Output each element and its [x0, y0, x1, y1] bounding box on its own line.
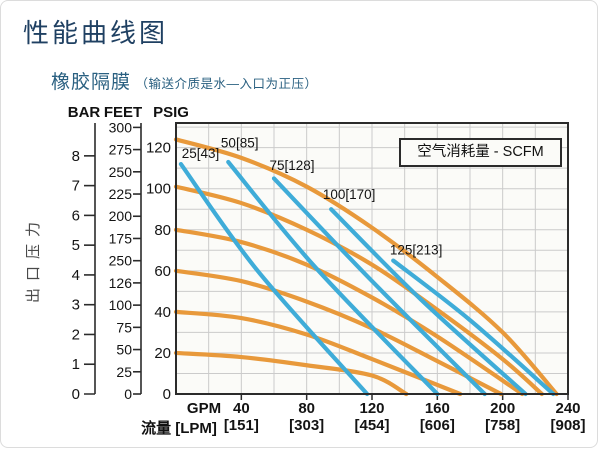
feet-tick-label: 100: [109, 297, 133, 313]
air-consumption-curves: 25[43]50[85] 75[128] 100[170] 125[213]: [178, 136, 556, 397]
x-tick-label-gpm: 240: [555, 400, 580, 417]
feet-tick-label: 250: [109, 164, 133, 180]
psig-axis: 120 100 80 60 40 20 0: [146, 140, 171, 403]
air-curve-125[213]: [391, 258, 556, 397]
x-tick-label-gpm: 80: [298, 400, 315, 417]
legend-air-consumption: 空气消耗量 - SCFM: [399, 138, 562, 167]
x-tick-label-lpm: [454]: [354, 417, 389, 434]
feet-tick-label: 275: [109, 142, 133, 158]
bar-tick-label: 5: [72, 237, 80, 254]
air-curve-100[170]: [329, 207, 528, 397]
x-axis: 40[151] 80[303] 120[454] 160[606] 200[758] 24…: [224, 394, 586, 434]
discharge-curve-60: [173, 268, 504, 397]
bar-tick-label: 7: [72, 178, 80, 195]
air-curve-label: 25[43]: [182, 146, 220, 161]
feet-tick-label: 300: [109, 119, 133, 135]
x-tick-label-lpm: [758]: [485, 417, 520, 434]
discharge-curve-20: [173, 350, 409, 397]
bar-axis: 8 7 6 5 4 3 2 1 0: [72, 123, 96, 403]
x-tick-label-gpm: 120: [359, 400, 384, 417]
subtitle-diaphragm-type: 橡胶隔膜: [51, 72, 132, 93]
air-curve-25[43]: [178, 161, 370, 397]
air-curve-50[85]: [226, 159, 440, 397]
discharge-curve-120: [173, 137, 559, 397]
psig-tick-label: 60: [154, 263, 171, 280]
feet-tick-label: 250: [109, 253, 133, 269]
x-tick-label-gpm: 160: [425, 400, 450, 417]
subtitle-medium-note: （输送介质是水—入口为正压）: [135, 77, 318, 91]
chart-subtitle: 橡胶隔膜 （输送介质是水—入口为正压）: [51, 67, 317, 94]
psig-tick-label: 120: [146, 140, 171, 157]
psig-tick-label: 40: [154, 304, 171, 321]
x-tick-label-lpm: [606]: [420, 417, 455, 434]
air-curve-75[128]: [271, 176, 487, 397]
x-tick-label-lpm: [908]: [550, 417, 585, 434]
bar-tick-label: 4: [72, 267, 80, 284]
bar-tick-label: 2: [72, 326, 80, 343]
discharge-curve-100: [173, 184, 544, 397]
feet-tick-label: 225: [109, 186, 133, 202]
bar-tick-label: 3: [72, 297, 80, 314]
bar-tick-label: 8: [72, 148, 80, 165]
feet-tick-label: 126: [109, 275, 133, 291]
psig-tick-label: 20: [154, 345, 171, 362]
grid-lines: [176, 123, 568, 394]
axis-header-psig: PSIG: [153, 104, 189, 121]
psig-tick-label: 0: [163, 386, 171, 403]
bar-tick-label: 0: [72, 386, 80, 403]
page-title: 性能曲线图: [23, 18, 169, 48]
x-tick-label-gpm: 200: [490, 400, 515, 417]
feet-tick-label: 50: [116, 342, 132, 358]
x-tick-label-lpm: [151]: [224, 417, 259, 434]
air-curve-label: 75[128]: [269, 158, 314, 173]
feet-tick-label: 0: [124, 386, 132, 402]
psig-tick-label: 100: [146, 181, 171, 198]
plot-border: [175, 122, 569, 395]
x-axis-unit-lpm: 流量 [LPM]: [141, 420, 217, 437]
air-curve-label: 100[170]: [323, 187, 376, 202]
air-curve-label: 125[213]: [390, 242, 443, 257]
feet-tick-label: 25: [116, 364, 132, 380]
axis-header-feet: FEET: [103, 104, 143, 121]
bar-tick-label: 6: [72, 207, 80, 224]
feet-tick-label: 75: [116, 319, 132, 335]
feet-tick-label: 175: [109, 230, 133, 246]
bar-tick-label: 1: [72, 356, 80, 373]
axis-header-bar: BAR: [67, 104, 101, 121]
x-axis-unit-gpm: GPM: [186, 400, 222, 417]
x-tick-label-lpm: [303]: [289, 417, 324, 434]
discharge-curve-40: [173, 309, 463, 397]
feet-tick-label: 200: [109, 208, 133, 224]
psig-tick-label: 80: [154, 222, 171, 239]
x-tick-label-gpm: 40: [233, 400, 250, 417]
air-curve-label: 50[85]: [221, 136, 259, 151]
